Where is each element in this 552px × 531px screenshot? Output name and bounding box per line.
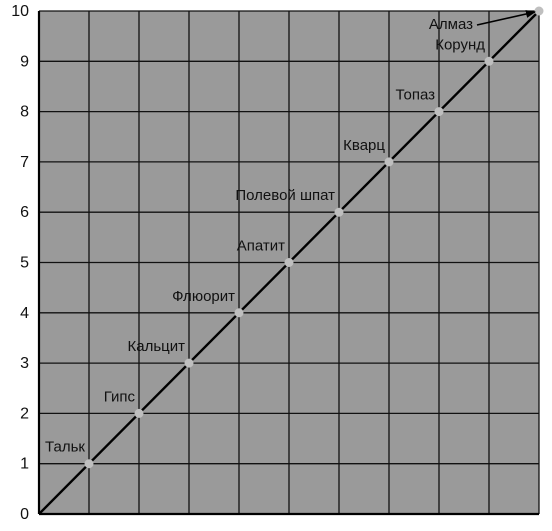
y-tick-label: 1 xyxy=(20,456,29,473)
data-points xyxy=(84,6,544,469)
data-point xyxy=(284,258,294,267)
y-tick-labels: 0 1 2 3 4 5 6 7 8 9 10 xyxy=(11,3,29,523)
annotation-arrow xyxy=(476,10,536,26)
point-label: Апатит xyxy=(237,238,285,255)
point-label: Кварц xyxy=(343,137,385,154)
y-tick-label: 0 xyxy=(20,506,29,523)
y-tick-label: 4 xyxy=(20,305,29,322)
data-point xyxy=(534,6,544,16)
axes xyxy=(37,11,539,516)
y-tick-label: 6 xyxy=(20,204,29,221)
y-tick-label: 5 xyxy=(20,255,29,272)
y-tick-label: 3 xyxy=(20,355,29,372)
point-label: Корунд xyxy=(435,36,485,53)
point-label: Флюорит xyxy=(172,288,235,305)
point-labels: Тальк Гипс Кальцит Флюорит Апатит Полевой шпа… xyxy=(45,10,536,456)
y-tick-label: 2 xyxy=(20,405,29,422)
point-label: Кальцит xyxy=(128,338,186,355)
data-point xyxy=(234,308,244,318)
point-label: Алмаз xyxy=(429,16,473,33)
point-label: Тальк xyxy=(45,439,85,456)
data-point xyxy=(84,459,94,469)
data-point xyxy=(334,207,344,217)
grid xyxy=(38,10,540,515)
data-point xyxy=(434,107,444,117)
y-tick-label: 8 xyxy=(20,104,29,121)
point-label: Топаз xyxy=(395,87,435,104)
data-point xyxy=(384,157,394,167)
data-point xyxy=(484,56,494,66)
point-label: Гипс xyxy=(104,388,136,405)
point-label: Полевой шпат xyxy=(235,187,335,204)
y-tick-label: 7 xyxy=(20,154,29,171)
y-tick-label: 10 xyxy=(11,3,29,20)
y-tick-label: 9 xyxy=(20,53,29,70)
data-point xyxy=(184,358,194,368)
data-point xyxy=(134,408,144,418)
